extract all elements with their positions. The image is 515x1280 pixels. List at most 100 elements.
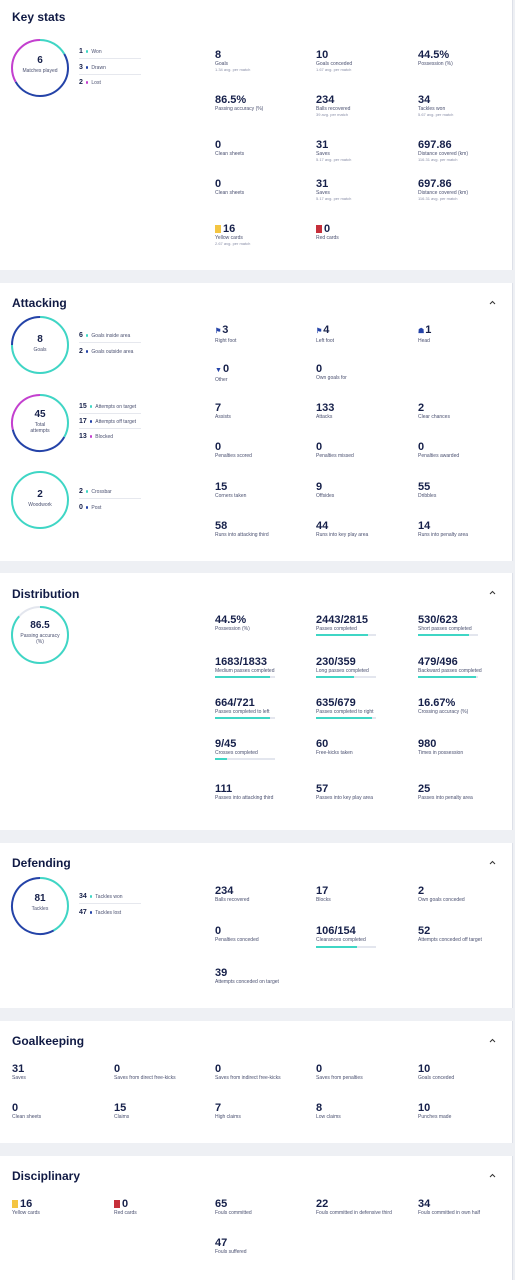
stat-penalties-conceded: 0 Penalties conceded bbox=[215, 925, 259, 943]
stat-own-goals-conceded: 2 Own goals conceded bbox=[418, 885, 465, 903]
distribution-stat: 980 Times in possession bbox=[418, 738, 463, 756]
stat-tackles-won: 34 Tackles won 5.67 avg. per match bbox=[418, 94, 454, 117]
stat-right-foot: ⚑3 Right foot bbox=[215, 324, 237, 344]
collapse-chevron-icon[interactable] bbox=[489, 300, 496, 307]
distribution-stat: 1683/1833 Medium passes completed bbox=[215, 656, 275, 678]
passing-accuracy-label: Passing accuracy (%) bbox=[20, 633, 60, 645]
stat-disc-red-cards: 0 Red cards bbox=[114, 1198, 137, 1216]
stat-fouls-defensive-third: 22 Fouls committed in defensive third bbox=[316, 1198, 392, 1216]
progress-bar bbox=[418, 634, 478, 636]
distribution-card: Distribution 86.5 Passing accuracy (%) 4… bbox=[0, 573, 513, 830]
stat-runs-attacking-third: 58 Runs into attacking third bbox=[215, 520, 269, 538]
distribution-stat: 60 Free-kicks taken bbox=[316, 738, 353, 756]
key-stats-title: Key stats bbox=[12, 10, 66, 24]
progress-bar bbox=[316, 634, 376, 636]
stat-value: 530/623 bbox=[418, 614, 458, 626]
stat-value: 9/45 bbox=[215, 738, 237, 750]
legend-blocked: 13 Blocked bbox=[79, 433, 114, 440]
legend-crossbar: 2 Crossbar bbox=[79, 488, 112, 495]
distribution-stat: 9/45 Crosses completed bbox=[215, 738, 275, 760]
distribution-stat: 2443/2815 Passes completed bbox=[316, 614, 376, 636]
tackles-donut bbox=[11, 877, 69, 935]
stat-label: Crossing accuracy (%) bbox=[418, 709, 469, 715]
collapse-chevron-icon[interactable] bbox=[489, 860, 496, 867]
left-foot-icon: ⚑ bbox=[316, 328, 323, 335]
woodwork-value: 2 bbox=[37, 489, 43, 500]
legend-tackles-won: 34 Tackles won bbox=[79, 893, 123, 900]
disciplinary-title: Disciplinary bbox=[12, 1169, 81, 1183]
key-stats-card: Key stats 6 Matches played 1 Won 3 Drawn 2… bbox=[0, 0, 513, 270]
stat-penalties-missed: 0 Penalties missed bbox=[316, 441, 354, 459]
woodwork-donut bbox=[11, 471, 69, 529]
stat-head: ☗1 Head bbox=[418, 324, 432, 344]
stat-clearances-completed: 106/154 Clearances completed bbox=[316, 925, 366, 943]
matches-played-donut bbox=[11, 39, 69, 97]
distribution-stat: 530/623 Short passes completed bbox=[418, 614, 478, 636]
stat-assists: 7 Assists bbox=[215, 402, 231, 420]
stat-value: 16.67% bbox=[418, 697, 456, 709]
goalkeeping-card: Goalkeeping 31 Saves 0 Saves from direct f… bbox=[0, 1021, 513, 1143]
tackles-value: 81 bbox=[34, 893, 46, 904]
stat-label: Medium passes completed bbox=[215, 668, 275, 674]
stat-clear-chances: 2 Clear chances bbox=[418, 402, 450, 420]
stat-value: 2443/2815 bbox=[316, 614, 368, 626]
stat-distance-covered-2: 697.86 Distance covered (km) 116.31 avg. p… bbox=[418, 178, 469, 201]
goalkeeping-title: Goalkeeping bbox=[12, 1034, 85, 1048]
stat-saves-penalties: 0 Saves from penalties bbox=[316, 1063, 363, 1081]
donut-segment bbox=[11, 39, 69, 97]
goals-value: 8 bbox=[37, 334, 43, 345]
distribution-stat: 664/721 Passes completed to left bbox=[215, 697, 275, 719]
donut-segment bbox=[11, 39, 69, 97]
stat-yellow-cards: 16 Yellow cards 2.67 avg. per match bbox=[215, 223, 251, 246]
distribution-stat: 16.67% Crossing accuracy (%) bbox=[418, 697, 468, 715]
stat-balls-recovered-def: 234 Balls recovered bbox=[215, 885, 250, 903]
tackles-label: Tackles bbox=[31, 906, 49, 912]
legend-goals-inside-area: 6 Goals inside area bbox=[79, 332, 131, 339]
collapse-chevron-icon[interactable] bbox=[489, 1038, 496, 1045]
distribution-stat: 25 Passes into penalty area bbox=[418, 783, 473, 801]
stat-other: ▼0 Other bbox=[215, 363, 230, 383]
stat-label: Free-kicks taken bbox=[316, 750, 353, 756]
stat-clean-sheets: 0 Clean sheets bbox=[215, 139, 245, 157]
collapse-chevron-icon[interactable] bbox=[489, 1173, 496, 1180]
stat-high-claims: 7 High claims bbox=[215, 1102, 241, 1120]
distribution-stat: 111 Passes into attacking third bbox=[215, 783, 273, 801]
stat-clean-sheets-2: 0 Clean sheets bbox=[215, 178, 245, 196]
legend-goals-outside-area: 2 Goals outside area bbox=[79, 348, 134, 355]
stat-offsides: 9 Offsides bbox=[316, 481, 335, 499]
stat-value: 664/721 bbox=[215, 697, 255, 709]
clearances-progress-bar bbox=[316, 946, 376, 948]
stat-left-foot: ⚑4 Left foot bbox=[316, 324, 335, 344]
goals-donut bbox=[11, 316, 69, 374]
stat-label: Times in possession bbox=[418, 750, 464, 756]
stat-label: Passes completed to right bbox=[316, 709, 374, 715]
total-attempts-value: 45 bbox=[34, 409, 46, 420]
stat-attacks: 133 Attacks bbox=[316, 402, 335, 420]
other-icon: ▼ bbox=[215, 367, 222, 374]
stat-disc-yellow-cards: 16 Yellow cards bbox=[12, 1198, 40, 1216]
stat-value: 60 bbox=[316, 738, 329, 750]
distribution-title: Distribution bbox=[12, 587, 80, 601]
stat-low-claims: 8 Low claims bbox=[316, 1102, 341, 1120]
matches-played-value: 6 bbox=[37, 55, 43, 66]
legend-post: 0 Post bbox=[79, 504, 102, 511]
stat-label: Long passes completed bbox=[316, 668, 369, 674]
disciplinary-card: Disciplinary 16 Yellow cards 0 Red cards 6… bbox=[0, 1156, 513, 1280]
stat-fouls-own-half: 34 Fouls committed in own half bbox=[418, 1198, 480, 1216]
red-card-icon bbox=[114, 1200, 120, 1208]
stat-value: 635/679 bbox=[316, 697, 356, 709]
stat-label: Passes into attacking third bbox=[215, 795, 274, 801]
progress-bar bbox=[418, 676, 478, 678]
progress-bar bbox=[316, 676, 376, 678]
stat-dribbles: 55 Dribbles bbox=[418, 481, 437, 499]
collapse-chevron-icon[interactable] bbox=[489, 590, 496, 597]
attacking-title: Attacking bbox=[12, 296, 67, 310]
stat-fouls-suffered: 47 Fouls suffered bbox=[215, 1237, 247, 1255]
stat-label: Passes completed to left bbox=[215, 709, 270, 715]
stat-own-goals-for: 0 Own goals for bbox=[316, 363, 347, 381]
stat-passing-accuracy: 86.5% Passing accuracy (%) bbox=[215, 94, 264, 112]
stat-saves-indirect-fk: 0 Saves from indirect free-kicks bbox=[215, 1063, 281, 1081]
stat-label: Passes into penalty area bbox=[418, 795, 473, 801]
stat-value: 44.5% bbox=[215, 614, 247, 626]
stat-label: Possession (%) bbox=[215, 626, 250, 632]
